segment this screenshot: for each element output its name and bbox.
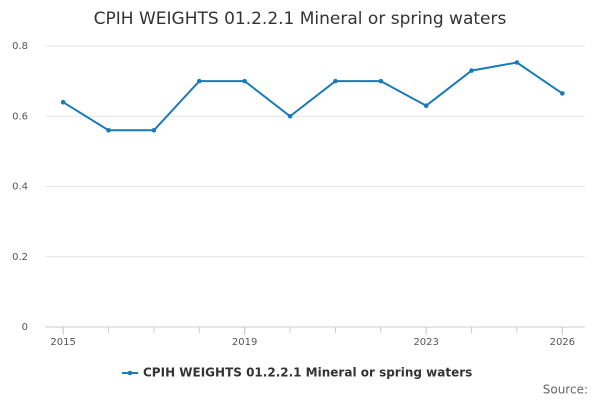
x-tick-label: 2019 bbox=[232, 337, 257, 348]
legend-marker bbox=[127, 370, 133, 376]
point bbox=[60, 99, 66, 105]
y-tick-label: 0.6 bbox=[12, 111, 28, 122]
point bbox=[469, 68, 474, 73]
legend-label: CPIH WEIGHTS 01.2.2.1 Mineral or spring … bbox=[143, 366, 472, 380]
point bbox=[378, 78, 384, 84]
source: Source: bbox=[543, 383, 588, 397]
point bbox=[242, 78, 247, 84]
point bbox=[106, 128, 111, 133]
point bbox=[333, 78, 338, 84]
y-tick-label: 0 bbox=[22, 322, 28, 333]
chart-title: CPIH WEIGHTS 01.2.2.1 Mineral or spring … bbox=[94, 9, 507, 29]
point bbox=[560, 91, 565, 96]
point bbox=[151, 128, 157, 133]
y-tick-label: 0.4 bbox=[12, 182, 28, 193]
point bbox=[423, 103, 429, 109]
line bbox=[62, 61, 563, 132]
point bbox=[514, 60, 520, 65]
point bbox=[287, 113, 293, 119]
y-tick-label: 0.2 bbox=[12, 252, 28, 263]
x-tick-label: 2026 bbox=[550, 337, 575, 348]
x-tick-label: 2023 bbox=[413, 337, 438, 348]
x-tick-label: 2015 bbox=[50, 337, 75, 348]
y-tick-label: 0.8 bbox=[12, 41, 28, 52]
point bbox=[196, 78, 202, 84]
